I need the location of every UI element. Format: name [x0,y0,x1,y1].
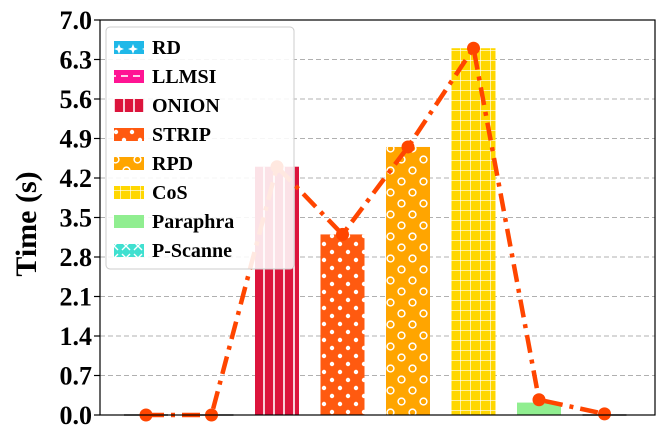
legend-item: ONION [114,95,220,117]
y-tick-label: 0.7 [60,362,93,391]
y-axis-ticks: 0.0 0.7 1.4 2.1 2.8 3.5 4.2 4.9 5.6 6.3 7.0 [60,6,100,430]
bar-paraphra [517,402,561,415]
legend-swatch [114,215,144,228]
y-tick-label: 7.0 [60,6,93,35]
bar-cos [451,48,496,415]
line-point [467,41,480,55]
bar-strip [320,234,365,415]
y-tick-label: 1.4 [60,322,93,351]
legend-item: CoS [114,182,188,204]
legend-item: STRIP [114,124,211,146]
y-tick-label: 2.1 [60,283,93,312]
y-tick-label: 6.3 [60,46,93,75]
line-point [336,227,349,241]
legend-item: RD [114,37,181,59]
y-tick-label: 5.6 [60,85,93,114]
legend-label: STRIP [152,124,211,146]
legend-label: P-Scanne [152,240,232,262]
line-point [401,140,415,154]
legend-label: CoS [152,182,188,204]
y-axis-label: Time (s) [10,171,43,276]
y-tick-label: 2.8 [60,243,93,272]
y-tick-label: 4.9 [60,125,93,154]
y-tick-label: 0.0 [60,401,93,430]
legend-label: RD [152,37,181,59]
legend-label: ONION [152,95,220,117]
trend-line-path [146,45,605,418]
legend-label: Paraphra [152,211,234,233]
legend-label: RPD [152,153,193,175]
legend-item: RPD [114,153,193,175]
legend-box [105,26,295,270]
y-tick-label: 3.5 [60,204,93,233]
legend-item: LLMSI [114,66,217,88]
legend-label: LLMSI [152,66,217,88]
legend: RD LLMSI ONION STRIP RPD CoS Paraphra P-Scanne [105,26,295,270]
legend-item: Paraphra [114,211,234,233]
line-point [598,407,611,421]
y-tick-label: 4.2 [60,164,93,193]
legend-item: P-Scanne [114,240,232,262]
line-point [532,393,546,407]
bar-rpd [386,146,430,415]
trend-line [139,41,611,422]
